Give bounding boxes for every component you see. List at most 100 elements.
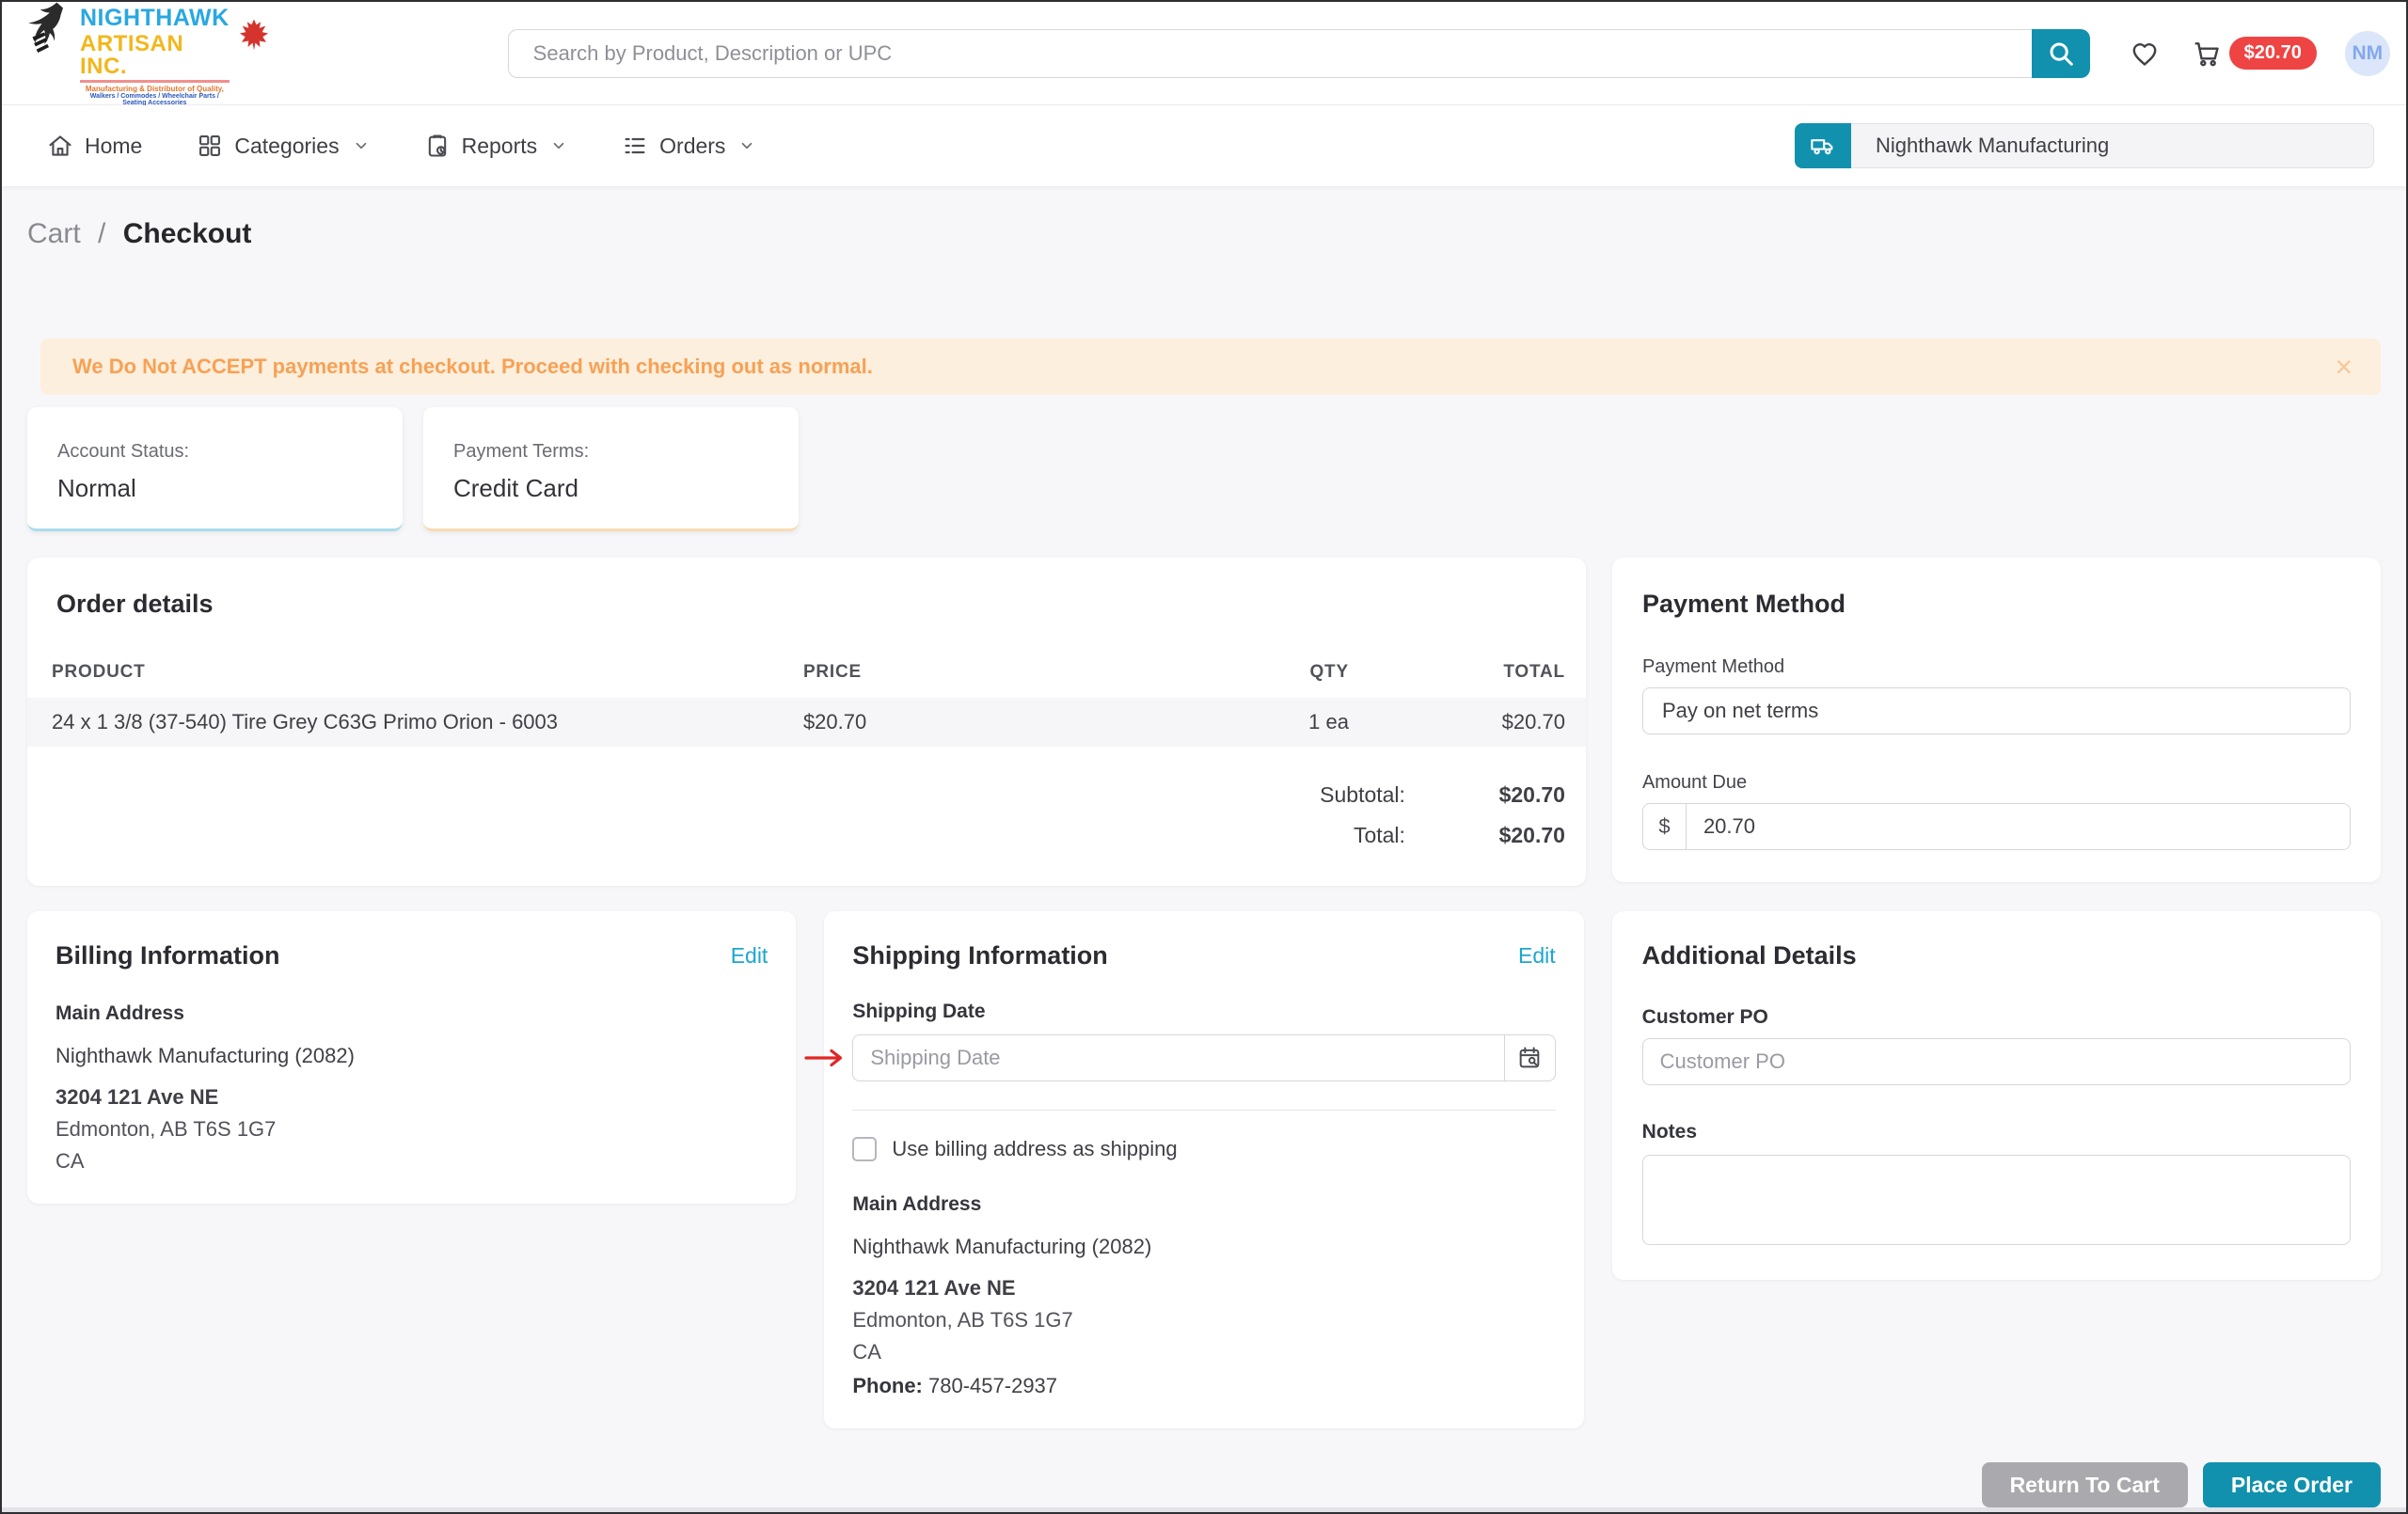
billing-address-heading: Main Address (55, 1002, 184, 1024)
hawk-logo-icon (25, 2, 72, 57)
row-price: $20.70 (802, 710, 867, 733)
orders-list-icon (622, 133, 648, 159)
subtotal-label: Subtotal: (1320, 782, 1405, 807)
shipping-company: Nighthawk Manufacturing (2082) (852, 1235, 1152, 1258)
account-selector-value: Nighthawk Manufacturing (1851, 123, 2374, 168)
order-table-row: 24 x 1 3/8 (37-540) Tire Grey C63G Primo… (27, 698, 1586, 747)
brand-name-line2: ARTISAN INC. (80, 32, 230, 83)
billing-city: Edmonton, AB T6S 1G7 (55, 1117, 277, 1141)
banner-message: We Do Not ACCEPT payments at checkout. P… (72, 355, 873, 378)
nav-links: Home Categories (47, 133, 755, 159)
row-product-name: 24 x 1 3/8 (37-540) Tire Grey C63G Primo… (52, 710, 559, 733)
favorites-button[interactable] (2130, 39, 2160, 69)
shipping-street: 3204 121 Ave NE (852, 1276, 1016, 1300)
calendar-search-icon (1516, 1045, 1543, 1071)
shipping-date-label: Shipping Date (852, 1001, 986, 1022)
nav-item-reports[interactable]: Reports (424, 133, 568, 159)
user-avatar[interactable]: NM (2344, 30, 2390, 76)
shipping-edit-link[interactable]: Edit (1518, 943, 1556, 968)
chevron-down-icon (738, 137, 755, 154)
shipping-date-input[interactable] (853, 1035, 1504, 1080)
chevron-down-icon (550, 137, 567, 154)
phone-value: 780-457-2937 (928, 1374, 1058, 1397)
return-to-cart-button[interactable]: Return To Cart (1981, 1462, 2188, 1507)
row-qty: 1 ea (1308, 710, 1349, 733)
search-button[interactable] (2031, 28, 2090, 78)
shipping-title: Shipping Information (852, 941, 1108, 970)
shipping-phone: Phone: 780-457-2937 (852, 1374, 1555, 1398)
payment-method-select[interactable]: Pay on net terms (1641, 687, 2351, 734)
order-details-title: Order details (56, 590, 214, 618)
search-input[interactable] (507, 28, 2032, 78)
customer-po-label: Customer PO (1641, 1006, 1768, 1028)
currency-symbol: $ (1643, 804, 1687, 849)
billing-title: Billing Information (55, 941, 280, 970)
section-divider (852, 1110, 1556, 1111)
account-selector[interactable]: Nighthawk Manufacturing (1795, 123, 2374, 168)
brand-tagline: Manufacturing & Distributor of Quality, … (85, 84, 224, 106)
account-status-card: Account Status: Normal (27, 407, 403, 531)
page-footer: ©2025 LilyPad Vortex Terms and Condition… (2, 1507, 2406, 1512)
checkout-page: Cart / Checkout We Do Not ACCEPT payment… (2, 186, 2406, 1507)
amount-due-group: $ (1641, 803, 2351, 850)
billing-information-card: Billing Information Edit Main Address Ni… (27, 911, 797, 1204)
subtotal-value: $20.70 (1498, 782, 1565, 807)
payment-terms-card: Payment Terms: Credit Card (423, 407, 799, 531)
calendar-picker-button[interactable] (1503, 1035, 1555, 1080)
billing-edit-link[interactable]: Edit (730, 943, 768, 968)
additional-details-title: Additional Details (1641, 941, 1857, 970)
cart-total-badge: $20.70 (2228, 37, 2317, 70)
main-navbar: Home Categories (2, 105, 2406, 186)
nav-item-home[interactable]: Home (47, 133, 142, 159)
header-actions: $20.70 NM (2130, 30, 2390, 76)
payment-method-label: Payment Method (1641, 656, 1785, 677)
truck-icon (1795, 123, 1851, 168)
total-value: $20.70 (1498, 823, 1565, 847)
search-icon (2047, 39, 2075, 68)
payment-method-title: Payment Method (1641, 590, 1846, 618)
cart-button[interactable]: $20.70 (2192, 37, 2317, 70)
notes-label: Notes (1641, 1121, 1698, 1143)
notes-textarea[interactable] (1641, 1155, 2351, 1245)
order-payment-row: Order details PRODUCT PRICE QTY TOTAL 24… (27, 558, 2381, 886)
shipping-country: CA (852, 1340, 881, 1364)
breadcrumb-separator: / (98, 218, 106, 249)
checkout-actions: Return To Cart Place Order (27, 1462, 2381, 1507)
chevron-down-icon (353, 137, 370, 154)
nav-item-categories[interactable]: Categories (197, 133, 369, 159)
amount-due-input[interactable] (1686, 804, 2350, 849)
nav-item-orders[interactable]: Orders (622, 133, 755, 159)
use-billing-checkbox-row[interactable]: Use billing address as shipping (852, 1137, 1555, 1161)
shipping-information-card: Shipping Information Edit Shipping Date (804, 911, 1584, 1428)
brand-logo[interactable]: NIGHTHAWK ARTISAN INC. Manufacturing & D… (25, 2, 271, 106)
use-billing-label: Use billing address as shipping (892, 1137, 1178, 1160)
breadcrumb-cart-link[interactable]: Cart (27, 218, 81, 249)
breadcrumb: Cart / Checkout (27, 218, 2381, 250)
customer-po-input[interactable] (1641, 1038, 2351, 1085)
order-details-card: Order details PRODUCT PRICE QTY TOTAL 24… (27, 558, 1586, 886)
column-total: TOTAL (1503, 662, 1565, 682)
shipping-city: Edmonton, AB T6S 1G7 (852, 1308, 1073, 1332)
shipping-date-field (804, 1034, 1556, 1081)
column-price: PRICE (802, 662, 863, 682)
column-qty: QTY (1309, 662, 1349, 682)
address-row: Billing Information Edit Main Address Ni… (27, 911, 2381, 1428)
place-order-button[interactable]: Place Order (2202, 1462, 2381, 1507)
use-billing-checkbox[interactable] (852, 1137, 878, 1161)
payment-method-card: Payment Method Payment Method Pay on net… (1611, 558, 2381, 882)
banner-close-icon[interactable]: × (2335, 350, 2353, 384)
account-status-label: Account Status: (57, 441, 190, 462)
heart-icon (2130, 39, 2160, 69)
brand-logo-text: NIGHTHAWK ARTISAN INC. Manufacturing & D… (80, 2, 230, 106)
brand-name-line1: NIGHTHAWK (80, 4, 230, 31)
order-totals: Subtotal: $20.70 Total: $20.70 (1198, 782, 1565, 848)
reports-clipboard-icon (424, 133, 451, 159)
phone-label: Phone: (852, 1374, 923, 1397)
payment-terms-label: Payment Terms: (453, 441, 590, 462)
categories-grid-icon (197, 133, 223, 159)
billing-street: 3204 121 Ave NE (55, 1085, 219, 1109)
payment-terms-value: Credit Card (453, 474, 578, 502)
order-table-header: PRODUCT PRICE QTY TOTAL (27, 662, 1586, 698)
total-label: Total: (1353, 823, 1405, 847)
